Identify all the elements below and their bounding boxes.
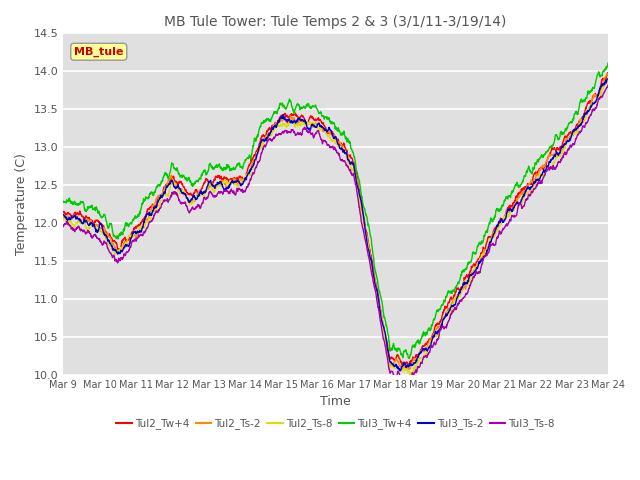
Line: Tul2_Ts-2: Tul2_Ts-2: [63, 73, 608, 370]
Tul2_Tw+4: [488, 233, 496, 239]
Tul2_Ts-2: [310, 124, 317, 130]
Tul3_Tw+4: [406, 356, 413, 361]
Tul2_Tw+4: [604, 70, 612, 76]
Tul3_Ts-2: [310, 123, 317, 129]
Tul2_Ts-8: [324, 133, 332, 139]
Tul2_Ts-2: [488, 231, 496, 237]
Tul2_Ts-2: [87, 218, 95, 224]
Tul2_Ts-2: [324, 129, 332, 135]
Tul2_Ts-2: [60, 214, 67, 220]
Tul2_Ts-2: [404, 367, 412, 372]
Tul3_Tw+4: [60, 199, 67, 204]
Tul3_Tw+4: [310, 104, 317, 109]
Tul3_Ts-2: [87, 220, 95, 226]
Tul2_Ts-8: [588, 100, 596, 106]
Tul3_Tw+4: [488, 218, 496, 224]
Tul2_Tw+4: [604, 70, 612, 75]
Tul2_Tw+4: [405, 362, 413, 368]
Tul2_Tw+4: [310, 117, 317, 122]
Tul3_Tw+4: [604, 60, 612, 66]
Line: Tul2_Ts-8: Tul2_Ts-8: [63, 81, 608, 377]
Tul2_Tw+4: [589, 95, 596, 101]
Tul3_Ts-8: [324, 142, 332, 147]
Line: Tul3_Ts-2: Tul3_Ts-2: [63, 79, 608, 371]
Tul3_Ts-2: [396, 368, 404, 374]
Text: MB_tule: MB_tule: [74, 47, 124, 57]
Title: MB Tule Tower: Tule Temps 2 & 3 (3/1/11-3/19/14): MB Tule Tower: Tule Temps 2 & 3 (3/1/11-…: [164, 15, 507, 29]
Tul2_Tw+4: [60, 209, 67, 215]
Tul2_Ts-8: [310, 121, 317, 127]
Line: Tul3_Tw+4: Tul3_Tw+4: [63, 63, 608, 359]
Tul3_Tw+4: [324, 116, 332, 122]
Tul2_Ts-8: [488, 236, 496, 241]
Tul2_Ts-8: [87, 222, 95, 228]
Tul3_Tw+4: [588, 87, 596, 93]
Tul2_Ts-2: [589, 96, 596, 102]
Tul3_Ts-8: [488, 241, 496, 247]
Tul3_Tw+4: [589, 85, 596, 91]
Tul2_Tw+4: [324, 130, 332, 135]
Line: Tul3_Ts-8: Tul3_Ts-8: [63, 85, 608, 382]
Tul2_Ts-2: [588, 96, 596, 102]
Tul2_Ts-8: [604, 78, 612, 84]
Tul3_Ts-8: [60, 224, 67, 229]
Tul3_Ts-8: [588, 108, 596, 113]
Tul3_Ts-2: [588, 102, 596, 108]
Tul3_Ts-2: [589, 101, 596, 107]
Tul3_Ts-2: [604, 76, 612, 82]
Tul3_Ts-8: [310, 135, 317, 141]
Tul3_Ts-2: [324, 127, 332, 133]
Tul3_Ts-8: [589, 107, 596, 112]
Tul2_Tw+4: [87, 217, 95, 223]
Tul3_Ts-8: [399, 379, 407, 385]
Line: Tul2_Tw+4: Tul2_Tw+4: [63, 72, 608, 365]
Legend: Tul2_Tw+4, Tul2_Ts-2, Tul2_Ts-8, Tul3_Tw+4, Tul3_Ts-2, Tul3_Ts-8: Tul2_Tw+4, Tul2_Ts-2, Tul2_Ts-8, Tul3_Tw…: [112, 414, 559, 433]
Tul3_Tw+4: [87, 204, 95, 210]
Tul3_Ts-8: [87, 233, 95, 239]
Tul3_Ts-2: [60, 212, 67, 217]
Tul2_Ts-8: [60, 215, 67, 221]
X-axis label: Time: Time: [320, 395, 351, 408]
Tul2_Ts-8: [589, 101, 596, 107]
Tul2_Tw+4: [588, 96, 596, 102]
Y-axis label: Temperature (C): Temperature (C): [15, 153, 28, 255]
Tul2_Ts-8: [406, 374, 414, 380]
Tul2_Ts-2: [604, 71, 612, 76]
Tul3_Ts-2: [488, 234, 496, 240]
Tul3_Ts-8: [604, 83, 612, 88]
